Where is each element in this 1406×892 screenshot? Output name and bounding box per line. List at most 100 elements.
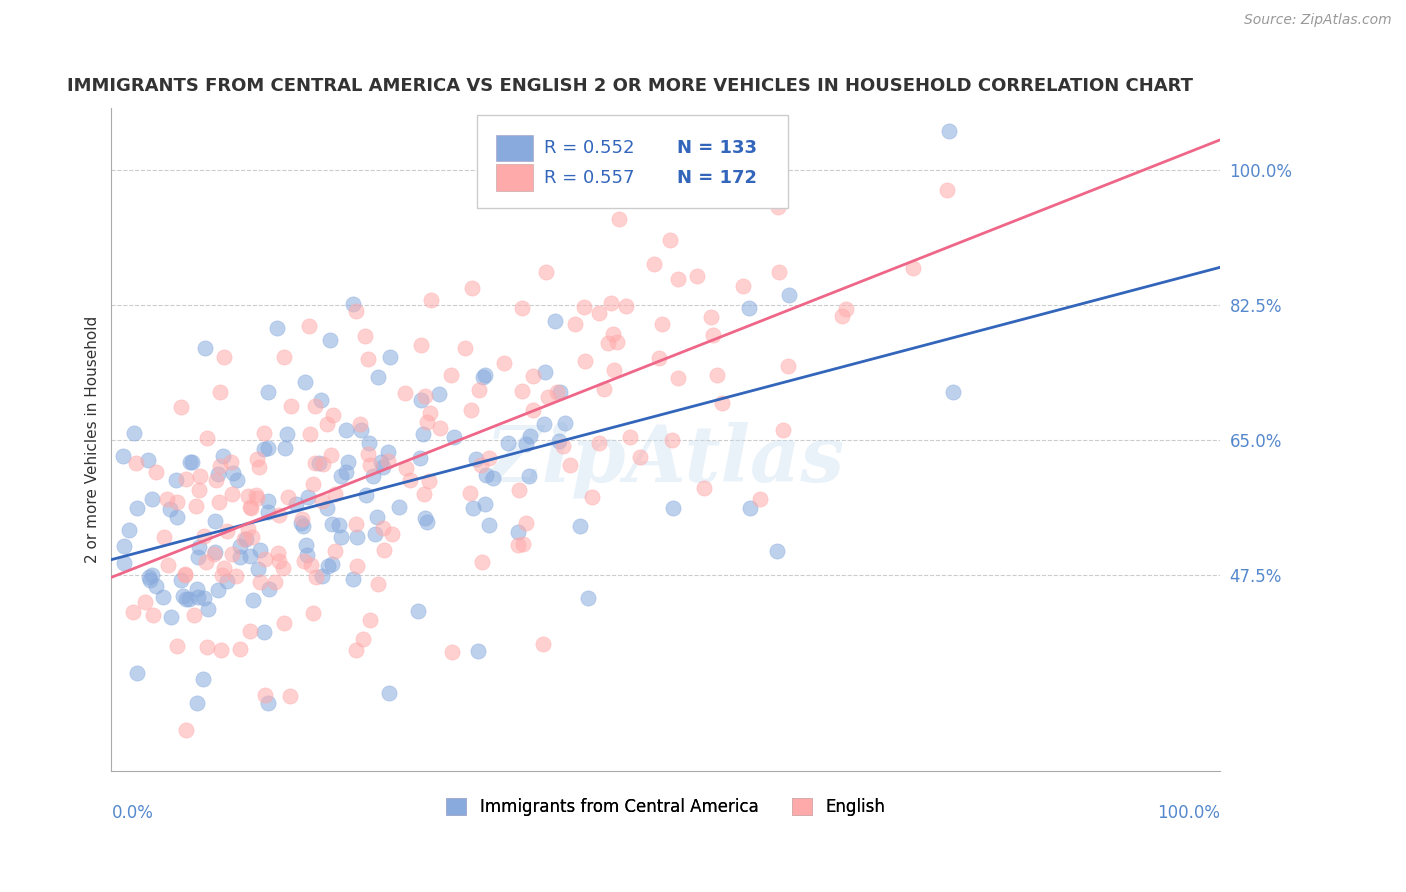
Point <box>240 530 263 544</box>
Point <box>394 386 416 401</box>
Point <box>127 500 149 515</box>
Point <box>377 453 399 467</box>
Point <box>533 365 555 379</box>
Point <box>748 492 770 507</box>
Point <box>478 518 501 533</box>
Point <box>176 472 198 486</box>
Point <box>465 452 488 467</box>
Point <box>651 318 673 332</box>
Point <box>508 524 530 539</box>
Point <box>221 548 243 562</box>
FancyBboxPatch shape <box>496 135 533 161</box>
Text: R = 0.557: R = 0.557 <box>544 169 634 186</box>
Point <box>202 547 225 561</box>
Point <box>166 639 188 653</box>
Point <box>304 399 326 413</box>
Point <box>700 310 723 324</box>
Point <box>228 549 250 564</box>
Point <box>429 387 451 401</box>
Point <box>335 423 357 437</box>
Point <box>544 313 567 327</box>
Point <box>738 501 761 516</box>
Point <box>211 567 233 582</box>
Point <box>515 516 537 531</box>
Point <box>211 449 233 463</box>
Point <box>344 304 367 318</box>
Point <box>588 436 610 450</box>
Point <box>344 516 367 531</box>
Point <box>292 554 315 568</box>
Point <box>207 467 229 482</box>
Point <box>619 430 641 444</box>
Point <box>195 640 218 654</box>
Point <box>253 625 276 640</box>
Point <box>188 468 211 483</box>
Point <box>411 338 433 352</box>
Point <box>574 354 596 368</box>
Point <box>413 389 436 403</box>
Point <box>207 582 229 597</box>
Point <box>337 455 360 469</box>
Point <box>522 368 544 383</box>
Point <box>395 460 418 475</box>
Point <box>693 481 716 495</box>
Point <box>766 544 789 558</box>
Point <box>267 546 290 560</box>
Point <box>515 437 537 451</box>
Point <box>316 559 339 574</box>
Point <box>614 299 637 313</box>
Point <box>273 615 295 630</box>
Point <box>354 328 377 343</box>
Point <box>471 370 494 384</box>
Point <box>315 500 337 515</box>
Point <box>305 570 328 584</box>
Point <box>510 384 533 399</box>
Point <box>174 567 197 582</box>
Point <box>364 526 387 541</box>
Point <box>643 257 665 271</box>
Point <box>311 494 333 508</box>
Point <box>152 591 174 605</box>
Point <box>600 295 623 310</box>
Point <box>381 526 404 541</box>
Point <box>367 577 389 591</box>
Point <box>298 319 321 334</box>
Point <box>156 491 179 506</box>
Legend: Immigrants from Central America, English: Immigrants from Central America, English <box>446 797 884 816</box>
Point <box>308 456 330 470</box>
Point <box>685 269 707 284</box>
Point <box>193 591 215 606</box>
Point <box>419 406 441 420</box>
Point <box>179 455 201 469</box>
Point <box>302 477 325 491</box>
Point <box>831 310 853 324</box>
Point <box>572 301 595 315</box>
Point <box>772 423 794 437</box>
Point <box>194 341 217 355</box>
Point <box>166 495 188 509</box>
Point <box>531 637 554 651</box>
Point <box>209 643 232 657</box>
Point <box>388 500 411 514</box>
Point <box>352 632 374 647</box>
Point <box>188 540 211 554</box>
Point <box>266 321 288 335</box>
Point <box>380 350 402 364</box>
Point <box>208 459 231 474</box>
Point <box>357 352 380 367</box>
Point <box>702 328 724 343</box>
Point <box>217 524 239 539</box>
Point <box>429 420 451 434</box>
Point <box>706 368 728 382</box>
Point <box>246 491 269 506</box>
Point <box>142 608 165 623</box>
Point <box>835 301 858 316</box>
Text: N = 172: N = 172 <box>676 169 756 186</box>
Point <box>648 188 671 202</box>
Point <box>315 417 337 432</box>
Point <box>121 605 143 619</box>
Point <box>245 488 267 502</box>
Point <box>373 543 395 558</box>
Point <box>377 445 399 459</box>
Point <box>350 423 373 437</box>
